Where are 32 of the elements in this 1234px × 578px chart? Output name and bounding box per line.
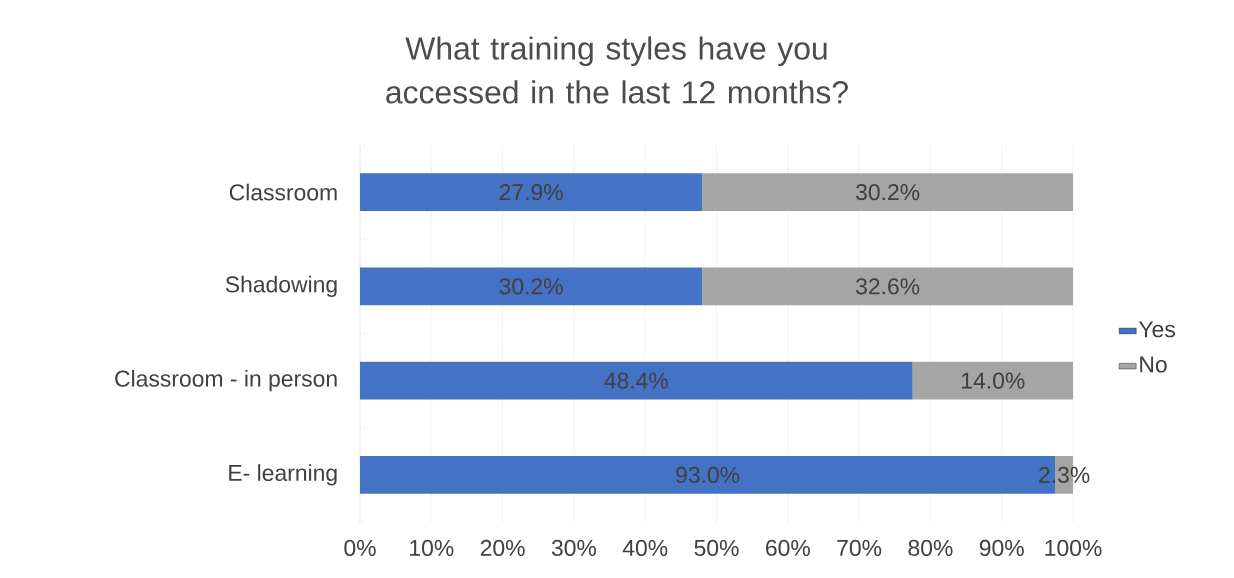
annotation: 14.0% <box>962 372 1025 389</box>
x-tick-label: 30% <box>551 539 597 557</box>
x-tick-label: 0% <box>344 539 376 557</box>
x-tick-label: 20% <box>480 539 525 557</box>
chart-title: What training styles have you accessed in the last 12 months? <box>386 36 848 104</box>
bar <box>702 267 1074 306</box>
y-tick-label: E- learning <box>229 464 337 486</box>
annotation: 32.6% <box>856 278 920 295</box>
legend-label: Yes <box>1138 321 1175 338</box>
x-tick-label: 50% <box>694 539 739 557</box>
annotation: 30.2% <box>856 184 920 201</box>
annotation: 93.0% <box>676 466 740 483</box>
x-tick-label: 10% <box>410 539 454 557</box>
y-tick-label: Shadowing <box>225 275 337 298</box>
annotation: 30.2% <box>499 278 563 295</box>
x-tick-label: 90% <box>979 539 1024 557</box>
bar <box>360 267 703 306</box>
legend-label: No <box>1140 356 1167 373</box>
annotation: 27.9% <box>499 184 563 201</box>
x-tick-label: 100% <box>1045 539 1102 557</box>
annotation: 48.4% <box>604 372 668 389</box>
x-tick-label: 80% <box>908 539 953 557</box>
annotation: 2.3% <box>1039 466 1090 483</box>
y-tick-label: Classroom <box>229 183 337 201</box>
bar <box>360 361 913 400</box>
bar <box>912 361 1074 400</box>
y-tick-label: Classroom - in person <box>115 369 337 392</box>
x-tick-label: 60% <box>766 539 810 557</box>
bar <box>702 173 1074 211</box>
x-tick-label: 40% <box>622 539 668 557</box>
bar <box>360 173 703 211</box>
x-tick-label: 70% <box>837 539 882 557</box>
